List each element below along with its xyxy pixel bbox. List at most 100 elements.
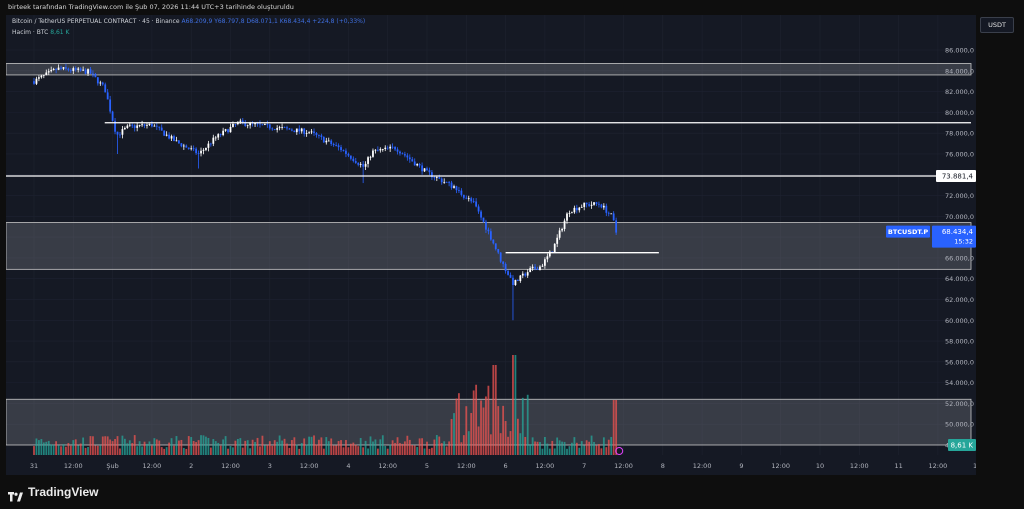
volume-bar (40, 439, 43, 455)
candle-body (276, 128, 279, 130)
candle-body (195, 148, 198, 154)
volume-bar (47, 440, 50, 455)
volume-bar (89, 436, 92, 455)
volume-bar (526, 394, 529, 455)
candle-body (453, 186, 455, 188)
volume-bar (411, 444, 414, 455)
volume-legend: Hacim · BTC 8,61 K (12, 29, 69, 36)
candle-body (580, 206, 583, 208)
candle-body (45, 72, 48, 75)
volume-bar (435, 435, 438, 455)
volume-bar (227, 448, 229, 455)
volume-bar (376, 448, 379, 455)
price-chart[interactable]: 48.000,050.000,052.000,054.000,056.000,0… (6, 15, 976, 475)
volume-bar (236, 438, 239, 455)
candle-body (598, 203, 600, 205)
volume-bar (497, 406, 500, 455)
candle-body (391, 146, 394, 148)
volume-bar (367, 448, 369, 455)
candle-body (563, 220, 566, 229)
candle-body (74, 68, 77, 70)
candle-body (335, 145, 338, 146)
candle-body (69, 70, 72, 72)
volume-bar (195, 442, 198, 455)
currency-badge[interactable]: USDT (980, 17, 1014, 33)
volume-bar (438, 436, 441, 455)
volume-bar (254, 441, 256, 455)
y-tick-label: 60.000,0 (945, 317, 974, 325)
volume-bar (104, 436, 107, 455)
volume-bar (509, 431, 512, 455)
volume-bar (529, 444, 532, 455)
candle-body (308, 132, 310, 134)
volume-bar (79, 443, 82, 455)
candle-body (96, 77, 99, 84)
last-price-tag-bg (932, 225, 976, 248)
candle-body (401, 153, 404, 155)
attribution-text: birteek tarafından TradingView.com ile Ş… (8, 3, 294, 11)
candle-body (352, 158, 355, 162)
candle-body (480, 211, 482, 218)
candle-body (254, 123, 256, 125)
volume-bar (502, 405, 505, 455)
volume-bar (283, 438, 286, 455)
candle-body (89, 69, 92, 74)
volume-bar (313, 435, 315, 455)
candle-body (295, 128, 298, 133)
volume-bar (347, 447, 350, 455)
y-tick-label: 84.000,0 (945, 67, 974, 75)
candle-body (38, 77, 40, 79)
volume-bar (246, 440, 249, 455)
volume-bar (428, 448, 431, 455)
y-tick-label: 56.000,0 (945, 358, 974, 366)
candle-body (202, 149, 205, 151)
volume-bar (178, 440, 180, 455)
candle-body (531, 266, 534, 269)
candle-body (467, 198, 470, 200)
candle-body (524, 273, 527, 276)
candle-body (77, 68, 80, 70)
candle-body (413, 161, 416, 166)
candle-body (526, 272, 529, 276)
candle-body (128, 124, 131, 126)
volume-bar (340, 440, 342, 455)
candle-body (263, 123, 266, 125)
volume-bar (182, 447, 185, 455)
volume-bar (160, 447, 163, 455)
chart-frame[interactable]: 48.000,050.000,052.000,054.000,056.000,0… (6, 15, 976, 475)
x-tick-label: 12:00 (64, 462, 83, 470)
candle-body (394, 146, 396, 150)
volume-bar (261, 435, 264, 455)
volume-bar (173, 445, 175, 455)
volume-bar (96, 445, 99, 455)
volume-bar (475, 384, 478, 455)
volume-bar (413, 445, 416, 455)
volume-bar (431, 447, 433, 455)
candle-body (460, 190, 463, 195)
candle-body (403, 154, 406, 156)
volume-bar (480, 400, 482, 455)
volume-bar (448, 441, 451, 455)
volume-bar (165, 447, 168, 455)
volume-bar (209, 447, 212, 455)
volume-bar (598, 444, 600, 455)
candle-body (514, 279, 517, 286)
candle-body (62, 67, 65, 69)
volume-bar (219, 445, 222, 455)
volume-bar (372, 441, 374, 455)
volume-bar (273, 440, 276, 455)
y-tick-label: 52.000,0 (945, 400, 974, 408)
candle-body (539, 266, 541, 270)
candle-body (450, 182, 453, 188)
candle-body (534, 266, 536, 269)
volume-bar (551, 440, 554, 455)
candle-body (209, 143, 212, 145)
candle-body (330, 140, 333, 145)
volume-bar (462, 435, 465, 455)
candle-body (357, 162, 360, 165)
volume-bar (325, 437, 328, 455)
candle-body (165, 134, 168, 136)
candle-body (47, 71, 50, 73)
volume-bar (94, 445, 97, 455)
volume-bar (266, 445, 269, 455)
